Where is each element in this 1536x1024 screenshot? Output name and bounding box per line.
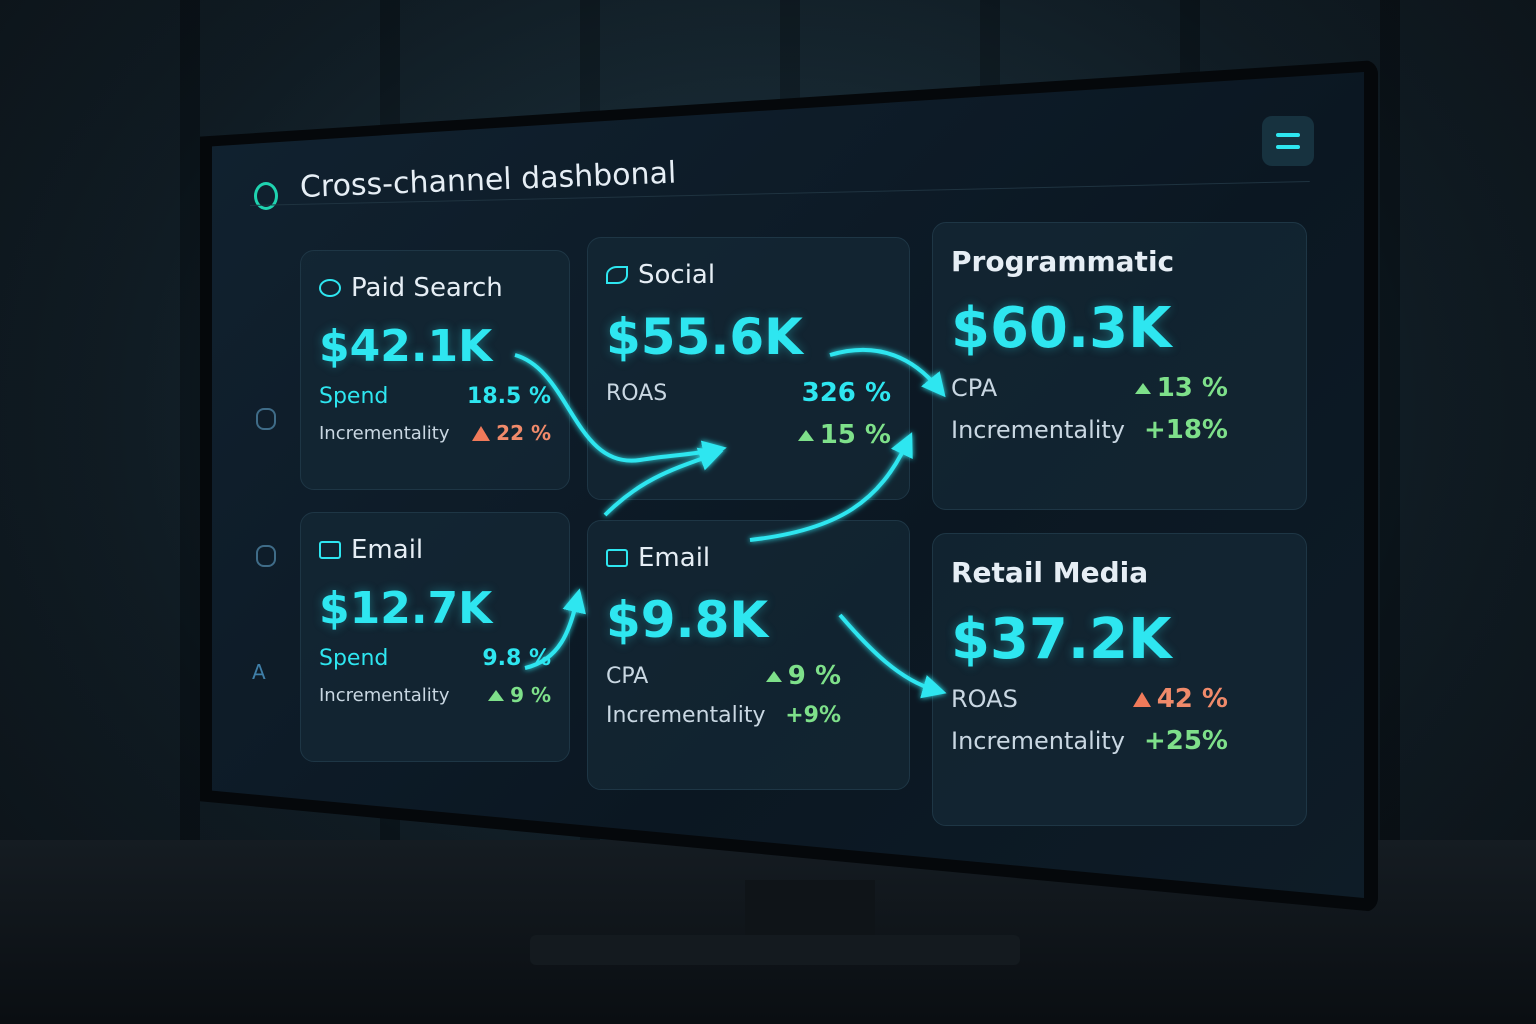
arrow bbox=[838, 613, 947, 699]
warning-icon bbox=[1132, 691, 1151, 707]
icon bbox=[606, 549, 628, 567]
arrow bbox=[603, 447, 724, 517]
channel-name: Paid Search bbox=[351, 273, 503, 303]
channel-value: $12.7K bbox=[319, 583, 493, 634]
metric-label: CPA bbox=[951, 374, 998, 402]
sidebar-label[interactable]: A bbox=[252, 660, 266, 684]
icon bbox=[319, 541, 341, 559]
channel-card[interactable]: Paid Search $42.1K Spend 18.5 % Increment… bbox=[300, 250, 570, 490]
metric-change: +18% bbox=[1143, 415, 1228, 445]
channel-name: Retail Media bbox=[951, 556, 1149, 589]
up-icon bbox=[1134, 382, 1151, 394]
channel-name: Social bbox=[638, 260, 716, 290]
icon bbox=[319, 279, 341, 297]
monitor-base bbox=[530, 935, 1020, 965]
metric-change: +25% bbox=[1143, 726, 1228, 756]
sidebar-icon[interactable] bbox=[256, 545, 276, 567]
metric-change: 9 % bbox=[787, 661, 841, 691]
metric-label: Incrementality bbox=[319, 684, 450, 706]
up-icon bbox=[765, 670, 782, 682]
metric-label: Incrementality bbox=[951, 727, 1126, 755]
logo bbox=[254, 182, 278, 210]
metric-change: 18.5 % bbox=[467, 384, 551, 409]
menu-bar bbox=[1276, 133, 1300, 137]
metric-label: Incrementality bbox=[319, 422, 450, 444]
arrow bbox=[524, 588, 586, 670]
metric-change: +9% bbox=[785, 703, 841, 728]
channel-card[interactable]: Email $9.8K CPA 9 % Incrementality +9% bbox=[587, 520, 910, 790]
menu-button[interactable] bbox=[1262, 116, 1314, 166]
arrow bbox=[829, 347, 946, 398]
channel-value: $37.2K bbox=[951, 607, 1172, 672]
metric-label: Incrementality bbox=[951, 416, 1126, 444]
metric-label: ROAS bbox=[606, 380, 668, 406]
metric-change: 326 % bbox=[801, 378, 891, 408]
channel-name: Email bbox=[638, 543, 711, 573]
channel-card[interactable]: Social $55.6K ROAS 326 % 15 % bbox=[587, 237, 910, 500]
channel-card[interactable]: Email $12.7K Spend 9.8 % Incrementality 9 … bbox=[300, 512, 570, 762]
up-icon bbox=[488, 689, 505, 701]
metric-label: Spend bbox=[319, 384, 389, 409]
up-icon bbox=[797, 429, 814, 441]
channel-card[interactable]: Programmatic $60.3K CPA 13 % Incrementali… bbox=[932, 222, 1307, 510]
channel-card[interactable]: Retail Media $37.2K ROAS 42 % Incremental… bbox=[932, 533, 1307, 826]
channel-value: $42.1K bbox=[319, 321, 493, 372]
channel-name: Programmatic bbox=[951, 245, 1175, 278]
arrow bbox=[514, 353, 727, 465]
metric-change: 13 % bbox=[1156, 373, 1228, 403]
menu-bar bbox=[1276, 145, 1300, 149]
metric-label: ROAS bbox=[951, 685, 1018, 713]
metric-label: Spend bbox=[319, 646, 389, 671]
metric-change: 9.8 % bbox=[482, 646, 551, 671]
metric-change: 9 % bbox=[510, 683, 551, 707]
metric-change: 22 % bbox=[496, 421, 551, 445]
channel-value: $55.6K bbox=[606, 308, 803, 366]
metric-change: 42 % bbox=[1156, 684, 1228, 714]
metric-label: Incrementality bbox=[606, 703, 766, 728]
channel-value: $60.3K bbox=[951, 296, 1172, 361]
warning-icon bbox=[472, 425, 491, 441]
channel-value: $9.8K bbox=[606, 591, 769, 649]
arrow bbox=[749, 432, 913, 542]
sidebar-icon[interactable] bbox=[256, 408, 276, 430]
channel-name: Email bbox=[351, 535, 424, 565]
metric-change: 15 % bbox=[819, 420, 891, 450]
icon bbox=[606, 266, 628, 284]
metric-label: CPA bbox=[606, 663, 649, 689]
